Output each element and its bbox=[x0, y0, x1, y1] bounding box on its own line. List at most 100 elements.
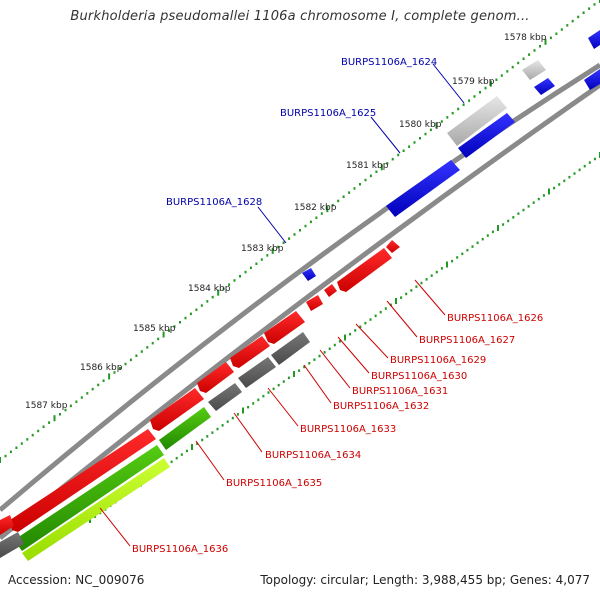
ruler-label: 1581 kbp bbox=[346, 161, 389, 171]
gene-arrow[interactable] bbox=[522, 60, 546, 80]
gene-arrow[interactable] bbox=[10, 429, 156, 532]
ruler-tick-minor bbox=[151, 341, 154, 345]
label-leaders bbox=[99, 63, 465, 547]
ruler-label: 1584 kbp bbox=[188, 284, 231, 294]
gene-arrow[interactable] bbox=[588, 30, 600, 49]
gene-arrow[interactable] bbox=[458, 113, 515, 158]
ruler-tick-minor bbox=[369, 174, 372, 178]
ruler-tick-minor bbox=[566, 24, 569, 27]
gene-arrow[interactable] bbox=[386, 240, 400, 253]
gene-arrow[interactable] bbox=[14, 445, 164, 551]
gene-arrow[interactable] bbox=[0, 515, 14, 535]
ruler-tick-minor bbox=[257, 398, 260, 402]
ruler-tick-major bbox=[446, 261, 448, 268]
gene-label[interactable]: BURPS1106A_1633 bbox=[300, 424, 396, 435]
gene-label[interactable]: BURPS1106A_1625 bbox=[280, 108, 376, 119]
gene-label[interactable]: BURPS1106A_1631 bbox=[352, 386, 448, 397]
ruler-tick-minor bbox=[369, 318, 372, 321]
gene-arrow[interactable] bbox=[271, 332, 310, 365]
gene-arrow[interactable] bbox=[447, 96, 507, 146]
ruler-tick-minor bbox=[349, 332, 352, 336]
ruler-tick-minor bbox=[266, 254, 269, 257]
ruler-tick-minor bbox=[359, 325, 362, 328]
ruler-label: 1585 kbp bbox=[133, 324, 176, 334]
ruler-tick-minor bbox=[420, 281, 423, 285]
gene-arrow[interactable] bbox=[230, 336, 270, 368]
ruler-tick-minor bbox=[479, 91, 481, 94]
gene-arrow[interactable] bbox=[197, 362, 234, 393]
ruler-outer bbox=[0, 0, 600, 463]
ruler-tick-minor bbox=[179, 321, 181, 324]
gene-arrow[interactable] bbox=[302, 268, 316, 281]
gene-label[interactable]: BURPS1106A_1635 bbox=[226, 478, 322, 489]
ruler-tick-minor bbox=[375, 170, 378, 173]
ruler-label: 1578 kbp bbox=[504, 33, 547, 43]
gene-arrow[interactable] bbox=[386, 160, 460, 217]
ruler-tick-minor bbox=[216, 427, 219, 431]
gene-label[interactable]: BURPS1106A_1627 bbox=[419, 335, 515, 346]
gene-arrow[interactable] bbox=[324, 284, 337, 297]
gene-arrow[interactable] bbox=[534, 78, 555, 95]
gene-label[interactable]: BURPS1106A_1629 bbox=[390, 355, 486, 366]
ruler-tick-minor bbox=[410, 289, 413, 292]
ruler-tick-minor bbox=[511, 65, 514, 69]
leader-line bbox=[386, 300, 418, 338]
ruler-tick-minor bbox=[451, 259, 454, 263]
ruler-tick-minor bbox=[400, 296, 403, 299]
ruler-tick-minor bbox=[206, 300, 209, 303]
gene-label[interactable]: BURPS1106A_1632 bbox=[333, 401, 429, 412]
gene-label[interactable]: BURPS1106A_1624 bbox=[341, 57, 437, 68]
ruler-tick-minor bbox=[69, 404, 72, 408]
leader-line bbox=[370, 116, 401, 154]
ruler-tick-minor bbox=[353, 187, 356, 190]
gene-arrow[interactable] bbox=[0, 532, 24, 558]
ruler-tick-minor bbox=[201, 438, 204, 442]
ruler-tick-minor bbox=[532, 201, 535, 204]
ruler-tick-minor bbox=[313, 358, 316, 361]
ruler-tick-minor bbox=[282, 380, 285, 383]
gene-arrow[interactable] bbox=[337, 248, 392, 292]
gene-arrow[interactable] bbox=[264, 311, 305, 344]
ruler-labels: 1578 kbp 1579 kbp 1580 kbp 1581 kbp 1582… bbox=[25, 33, 547, 411]
ruler-tick-minor bbox=[468, 99, 471, 102]
gene-arrow[interactable] bbox=[306, 295, 323, 311]
gene-arrow[interactable] bbox=[150, 388, 204, 431]
ruler-tick-minor bbox=[308, 362, 311, 365]
ruler-tick-minor bbox=[20, 442, 23, 445]
ruler-tick-minor bbox=[170, 460, 173, 464]
ruler-tick-minor bbox=[91, 387, 94, 391]
gene-label[interactable]: BURPS1106A_1634 bbox=[265, 450, 361, 461]
ruler-tick-major bbox=[0, 457, 1, 463]
ruler-tick-minor bbox=[386, 162, 389, 165]
ruler-tick-minor bbox=[476, 241, 479, 245]
gene-arrow[interactable] bbox=[22, 458, 170, 561]
gene-arrow[interactable] bbox=[238, 357, 276, 388]
ruler-tick-minor bbox=[9, 450, 12, 454]
ruler-tick-minor bbox=[267, 391, 270, 394]
ruler-tick-minor bbox=[331, 203, 334, 207]
ruler-tick-minor bbox=[461, 252, 464, 256]
gene-arrow[interactable] bbox=[159, 407, 211, 450]
gene-label[interactable]: BURPS1106A_1636 bbox=[132, 544, 228, 555]
ruler-tick-minor bbox=[102, 379, 105, 382]
gene-label[interactable]: BURPS1106A_1626 bbox=[447, 313, 543, 324]
gene-label[interactable]: BURPS1106A_1630 bbox=[371, 371, 467, 382]
gene-arrow[interactable] bbox=[208, 383, 242, 411]
leader-line bbox=[267, 387, 299, 427]
genome-summary: Topology: circular; Length: 3,988,455 bp… bbox=[260, 573, 590, 587]
ruler-tick-minor bbox=[558, 183, 561, 186]
ruler-tick-minor bbox=[430, 274, 433, 277]
ruler-tick-major bbox=[326, 206, 329, 213]
ruler-tick-minor bbox=[135, 354, 138, 357]
map-title: Burkholderia pseudomallei 1106a chromoso… bbox=[70, 9, 530, 24]
ruler-tick-minor bbox=[323, 351, 326, 354]
reverse-genes bbox=[0, 240, 400, 561]
ruler-tick-major bbox=[395, 298, 397, 304]
ruler-tick-minor bbox=[124, 362, 127, 366]
ruler-label: 1583 kbp bbox=[241, 244, 284, 254]
gene-label[interactable]: BURPS1106A_1628 bbox=[166, 197, 262, 208]
ruler-tick-minor bbox=[337, 199, 340, 203]
ruler-tick-minor bbox=[364, 178, 367, 182]
gene-arrow[interactable] bbox=[584, 69, 600, 90]
